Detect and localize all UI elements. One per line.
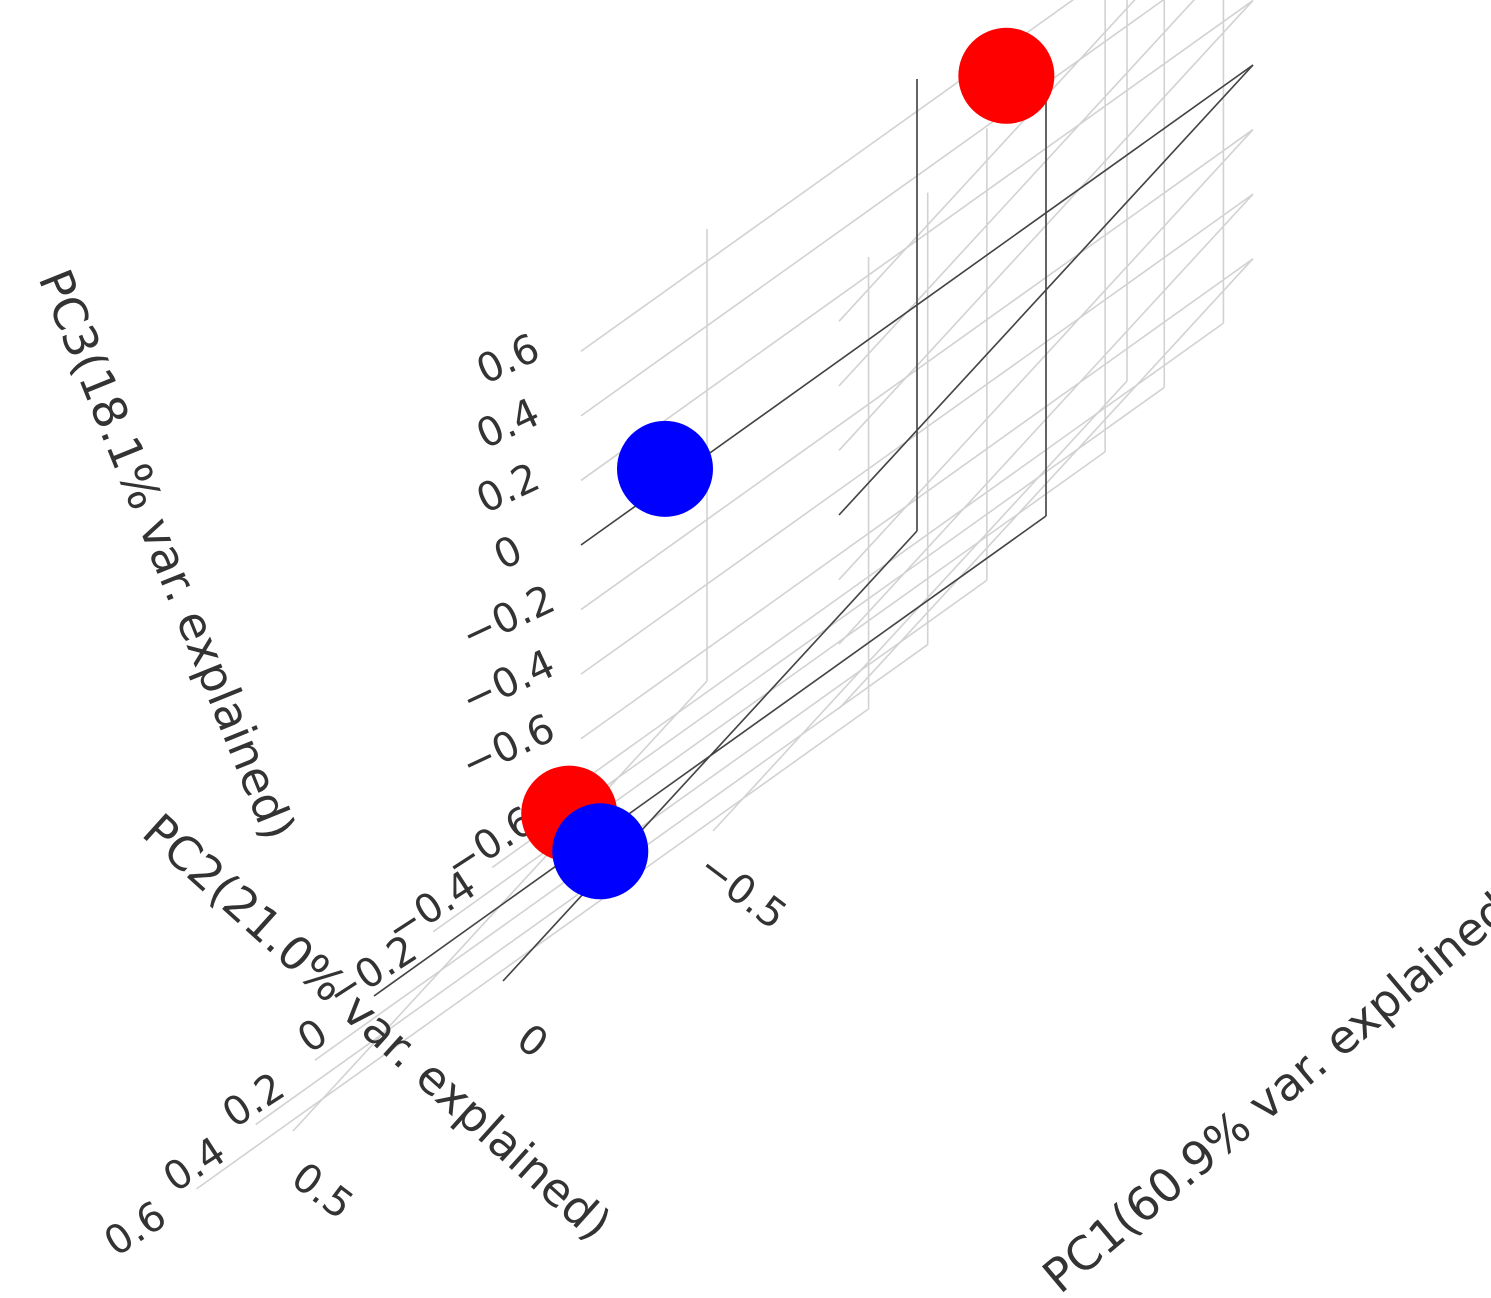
y-zero-line — [373, 515, 1047, 997]
z-tick-label: 0.2 — [470, 454, 547, 523]
z-tick-label: 0.4 — [470, 390, 547, 459]
y-tick-label: 0.4 — [155, 1128, 233, 1201]
z-tick-label: 0 — [487, 527, 530, 579]
x-tick-label: −0.5 — [690, 844, 795, 939]
y-tick-label: 0.2 — [215, 1064, 293, 1137]
data-point[interactable] — [958, 27, 1055, 124]
z-axis-title: PC3(18.1% var. explained) — [28, 262, 306, 847]
x-axis-title: PC1(60.9% var. explained) — [1032, 870, 1491, 1298]
x-tick-label: 0.5 — [283, 1154, 361, 1229]
data-point[interactable] — [617, 420, 713, 517]
y-tick-label: 0.6 — [96, 1193, 174, 1266]
z-zero-line — [838, 64, 1254, 516]
x-tick-label: 0 — [508, 1015, 556, 1067]
data-points[interactable] — [521, 27, 1055, 900]
z-tick-label: 0.6 — [470, 325, 547, 394]
z-tick-label: −0.2 — [454, 576, 561, 659]
data-point[interactable] — [552, 803, 649, 900]
